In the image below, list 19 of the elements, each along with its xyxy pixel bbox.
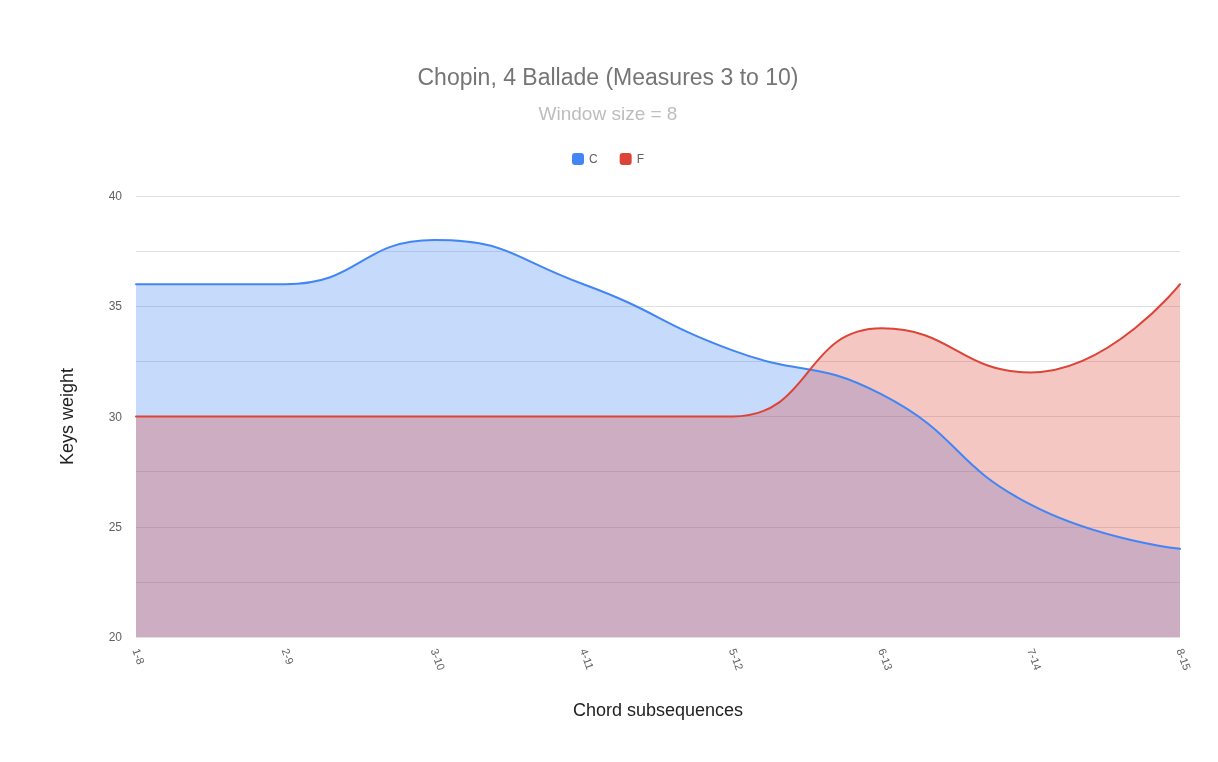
y-tick-label: 40 bbox=[108, 189, 123, 203]
x-tick-label: 7-14 bbox=[1025, 646, 1045, 672]
x-tick-label: 6-13 bbox=[876, 646, 895, 672]
chart-title: Chopin, 4 Ballade (Measures 3 to 10) bbox=[417, 63, 799, 90]
x-tick-label: 4-11 bbox=[577, 646, 597, 671]
y-tick-label: 20 bbox=[108, 630, 123, 644]
y-tick-label: 25 bbox=[108, 519, 123, 534]
x-axis-title: Chord subsequences bbox=[572, 700, 744, 720]
legend-label: F bbox=[636, 152, 645, 166]
x-tick-label: 2-9 bbox=[279, 646, 297, 666]
x-tick-label: 1-8 bbox=[130, 646, 148, 666]
x-tick-label: 3-10 bbox=[428, 646, 448, 672]
y-tick-label: 30 bbox=[108, 409, 123, 424]
x-tick-label: 8-15 bbox=[1174, 646, 1194, 672]
y-tick-label: 35 bbox=[108, 299, 123, 314]
x-tick-label: 5-12 bbox=[726, 646, 746, 672]
chart-subtitle: Window size = 8 bbox=[538, 103, 678, 124]
legend-label: C bbox=[589, 152, 598, 166]
y-axis-title: Keys weight bbox=[57, 367, 77, 466]
